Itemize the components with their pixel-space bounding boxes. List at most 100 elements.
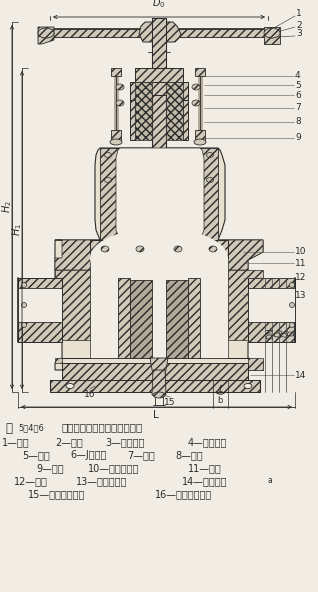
Ellipse shape — [289, 323, 294, 327]
Polygon shape — [139, 22, 181, 42]
Bar — [195, 130, 205, 140]
Ellipse shape — [206, 178, 213, 182]
Text: 13—阀体密封圈: 13—阀体密封圈 — [76, 476, 128, 486]
Text: 2—手轮: 2—手轮 — [55, 437, 83, 447]
Polygon shape — [130, 82, 135, 140]
Text: DN: DN — [266, 327, 275, 339]
Ellipse shape — [66, 384, 74, 388]
Ellipse shape — [22, 303, 26, 307]
Ellipse shape — [194, 139, 206, 145]
Polygon shape — [55, 358, 263, 370]
Polygon shape — [188, 278, 200, 358]
Ellipse shape — [101, 246, 109, 252]
Polygon shape — [183, 82, 188, 140]
Text: 14: 14 — [295, 371, 306, 379]
Ellipse shape — [90, 228, 228, 288]
Text: 5: 5 — [295, 81, 301, 89]
Polygon shape — [152, 370, 166, 395]
Ellipse shape — [22, 323, 26, 327]
Text: D: D — [287, 330, 296, 336]
Polygon shape — [228, 270, 263, 340]
Text: 6—J形螺栓: 6—J形螺栓 — [70, 450, 107, 460]
Text: 4—填料压盖: 4—填料压盖 — [188, 437, 227, 447]
Text: b: b — [217, 396, 223, 405]
Text: $H_1$: $H_1$ — [10, 224, 24, 236]
Bar — [111, 68, 121, 76]
Text: 10: 10 — [295, 247, 307, 256]
Ellipse shape — [110, 139, 122, 145]
Ellipse shape — [244, 384, 252, 388]
Ellipse shape — [209, 246, 217, 252]
Ellipse shape — [192, 100, 200, 106]
Bar — [46, 29, 272, 37]
Text: 3: 3 — [296, 30, 302, 38]
Ellipse shape — [153, 392, 165, 398]
Text: 4: 4 — [295, 72, 301, 81]
Ellipse shape — [116, 100, 124, 106]
Text: $D_2$: $D_2$ — [273, 327, 286, 339]
Polygon shape — [100, 148, 120, 240]
Text: 12—顶模: 12—顶模 — [14, 476, 48, 486]
Ellipse shape — [174, 246, 182, 252]
Polygon shape — [55, 270, 90, 340]
Text: 8: 8 — [295, 117, 301, 127]
Text: $D_1$: $D_1$ — [280, 327, 293, 339]
Text: 1—阀杆: 1—阀杆 — [2, 437, 30, 447]
Text: 6: 6 — [295, 91, 301, 99]
Bar — [135, 82, 152, 140]
Polygon shape — [90, 240, 228, 258]
Text: 5—填料: 5—填料 — [22, 450, 50, 460]
Ellipse shape — [22, 282, 26, 288]
Ellipse shape — [38, 28, 54, 38]
Text: 9—阀体: 9—阀体 — [36, 463, 64, 473]
Bar — [18, 288, 62, 322]
Bar — [166, 82, 183, 140]
Text: 11—闸板: 11—闸板 — [188, 463, 222, 473]
Text: 8—垫片: 8—垫片 — [175, 450, 203, 460]
Text: $H_2$: $H_2$ — [0, 201, 14, 214]
Polygon shape — [55, 240, 270, 370]
Text: 14—法兰孔数: 14—法兰孔数 — [182, 476, 227, 486]
Polygon shape — [248, 278, 295, 342]
Polygon shape — [116, 148, 204, 240]
Ellipse shape — [116, 84, 124, 90]
Ellipse shape — [105, 178, 112, 182]
Text: 5－4－6: 5－4－6 — [18, 423, 44, 432]
Text: 图: 图 — [5, 422, 12, 435]
Bar — [248, 288, 295, 322]
Polygon shape — [118, 278, 130, 358]
Ellipse shape — [105, 153, 112, 157]
Text: 3—阀杆螺母: 3—阀杆螺母 — [105, 437, 144, 447]
Text: 2: 2 — [296, 21, 302, 30]
Ellipse shape — [136, 246, 144, 252]
Text: 15—有密封圈型式: 15—有密封圈型式 — [28, 489, 85, 499]
Bar — [152, 18, 166, 68]
Text: a: a — [268, 476, 273, 485]
Text: $D_0$: $D_0$ — [152, 0, 166, 10]
Text: f: f — [218, 385, 222, 394]
Text: L: L — [153, 410, 159, 420]
Polygon shape — [135, 68, 183, 82]
Text: 1: 1 — [296, 9, 302, 18]
Text: 12: 12 — [295, 274, 306, 282]
Polygon shape — [130, 82, 188, 100]
Polygon shape — [18, 278, 62, 342]
Polygon shape — [200, 148, 218, 240]
Bar — [152, 68, 166, 368]
Text: 9: 9 — [295, 134, 301, 143]
Polygon shape — [130, 280, 152, 358]
Polygon shape — [90, 258, 228, 358]
Ellipse shape — [289, 282, 294, 288]
Polygon shape — [50, 380, 260, 392]
Text: 16: 16 — [84, 390, 96, 399]
Text: 13: 13 — [295, 291, 307, 300]
Polygon shape — [55, 240, 263, 270]
Polygon shape — [38, 27, 54, 44]
Polygon shape — [62, 363, 248, 380]
Ellipse shape — [264, 28, 280, 38]
Ellipse shape — [192, 84, 200, 90]
Text: 低压升降杆平行式双闸板闸阀: 低压升降杆平行式双闸板闸阀 — [62, 422, 143, 432]
Ellipse shape — [289, 303, 294, 307]
Polygon shape — [264, 27, 280, 44]
Ellipse shape — [206, 153, 213, 157]
